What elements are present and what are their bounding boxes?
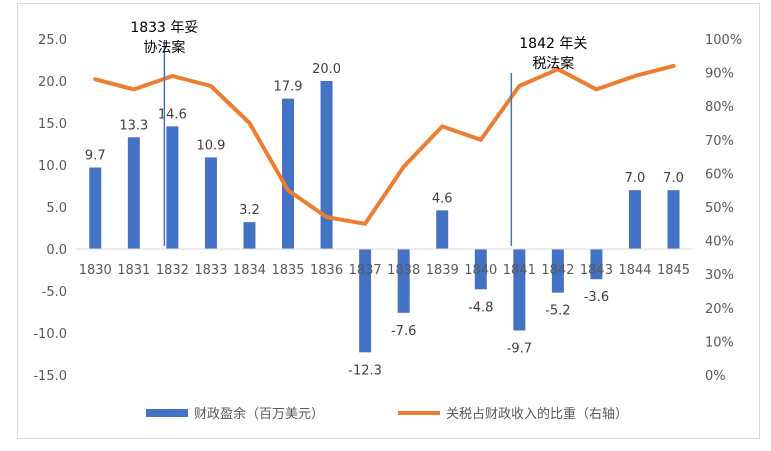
bar-series	[89, 81, 680, 353]
x-tick-label: 1837	[349, 263, 382, 278]
x-tick-label: 1833	[194, 263, 227, 278]
x-tick-label: 1842	[541, 263, 574, 278]
left-tick-label: 15.0	[38, 117, 67, 132]
left-tick-label: 5.0	[46, 201, 67, 216]
legend-label-line: 关税占财政收入的比重（右轴）	[446, 406, 628, 422]
legend-swatch-bar	[146, 409, 188, 417]
right-tick-label: 40%	[705, 235, 734, 250]
right-tick-label: 80%	[705, 100, 734, 115]
data-label: 10.9	[196, 138, 225, 153]
x-tick-label: 1843	[580, 263, 613, 278]
right-tick-label: 20%	[705, 302, 734, 317]
bar-1835	[282, 98, 295, 249]
x-tick-label: 1838	[387, 263, 420, 278]
data-label: -4.8	[468, 300, 493, 315]
right-tick-label: 60%	[705, 167, 734, 182]
left-tick-label: 0.0	[46, 243, 67, 258]
bar-1845	[667, 190, 680, 249]
x-tick-label: 1839	[426, 263, 459, 278]
left-tick-label: -15.0	[33, 369, 67, 384]
legend: 财政盈余（百万美元） 关税占财政收入的比重（右轴）	[146, 406, 628, 422]
data-label: 20.0	[312, 62, 341, 77]
bar-1832	[166, 126, 179, 249]
right-tick-label: 90%	[705, 67, 734, 82]
x-tick-label: 1844	[618, 263, 651, 278]
data-label: 17.9	[274, 80, 303, 95]
data-label: 13.3	[119, 118, 148, 133]
right-tick-label: 10%	[705, 335, 734, 350]
annotation-text: 1833 年妥	[130, 20, 198, 36]
data-labels: 9.7 13.3 14.6 10.9 3.2 17.9 20.0 -12.3 -7.6 4.6 -4…	[85, 62, 684, 378]
bar-1837	[359, 249, 372, 353]
right-tick-label: 0%	[705, 369, 726, 384]
right-axis: 0% 10% 20% 30% 40% 50% 60% 70% 80% 90% 100%	[705, 33, 742, 384]
data-label: -12.3	[348, 363, 382, 378]
annotation-text: 1842 年关	[519, 36, 587, 52]
x-tick-label: 1834	[233, 263, 266, 278]
left-tick-label: -5.0	[42, 285, 67, 300]
right-tick-label: 100%	[705, 33, 742, 48]
data-label: -5.2	[545, 304, 570, 319]
x-tick-label: 1836	[310, 263, 343, 278]
legend-label-bar: 财政盈余（百万美元）	[194, 406, 324, 422]
data-label: -3.6	[584, 290, 609, 305]
left-tick-label: 20.0	[38, 75, 67, 90]
left-axis: -15.0 -10.0 -5.0 0.0 5.0 10.0 15.0 20.0 25.0	[33, 33, 67, 384]
bar-1840	[474, 249, 487, 290]
right-tick-label: 70%	[705, 134, 734, 149]
left-tick-label: 25.0	[38, 33, 67, 48]
left-tick-label: 10.0	[38, 159, 67, 174]
line-series	[93, 63, 676, 226]
x-tick-label: 1845	[657, 263, 690, 278]
bar-1841	[513, 249, 526, 331]
bar-1831	[127, 137, 140, 249]
bar-1844	[628, 190, 641, 249]
x-tick-label: 1841	[503, 263, 536, 278]
bar-1838	[397, 249, 410, 313]
right-tick-label: 30%	[705, 268, 734, 283]
data-label: 9.7	[85, 149, 106, 164]
bar-1833	[204, 157, 217, 249]
bar-1842	[551, 249, 564, 293]
x-tick-label: 1832	[156, 263, 189, 278]
line-tariff-share	[93, 63, 676, 226]
data-label: -7.6	[391, 324, 416, 339]
x-tick-label: 1835	[271, 263, 304, 278]
bar-1830	[89, 167, 102, 249]
x-tick-label: 1840	[464, 263, 497, 278]
x-tick-label: 1830	[79, 263, 112, 278]
data-label: 3.2	[239, 203, 260, 218]
data-label: -9.7	[507, 341, 532, 356]
bar-1834	[243, 222, 256, 249]
data-label: 7.0	[663, 171, 684, 186]
right-tick-label: 50%	[705, 201, 734, 216]
annotation-text: 税法案	[532, 55, 574, 72]
left-tick-label: -10.0	[33, 327, 67, 342]
data-label: 4.6	[432, 191, 453, 206]
bar-1843	[590, 249, 603, 280]
x-tick-label: 1831	[117, 263, 150, 278]
data-label: 7.0	[625, 171, 646, 186]
annotation-text: 协法案	[143, 39, 185, 56]
bar-1836	[320, 81, 333, 249]
x-axis: 1830 1831 1832 1833 1834 1835 1836 1837 1838 1839…	[79, 263, 690, 278]
data-label: 14.6	[158, 107, 187, 122]
bar-1839	[436, 210, 449, 249]
